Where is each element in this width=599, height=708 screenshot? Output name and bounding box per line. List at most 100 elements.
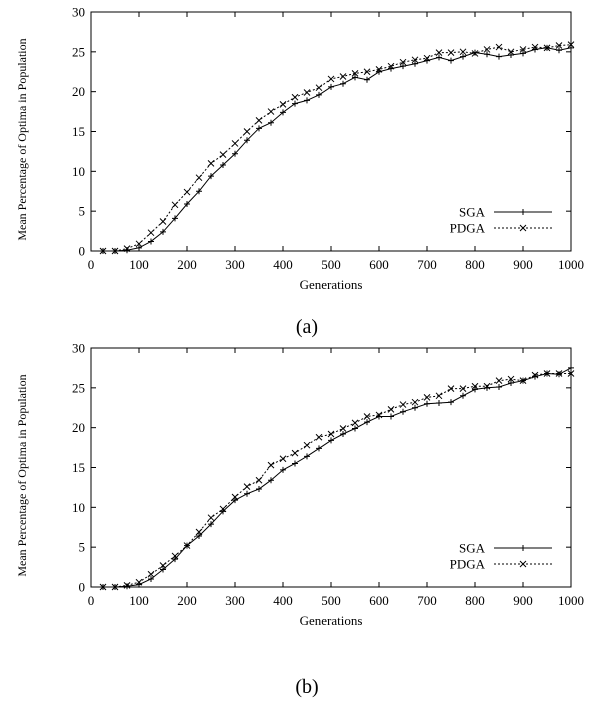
data-point-sga (184, 200, 190, 207)
data-point-pdga (555, 42, 563, 49)
data-point-sga (484, 51, 490, 58)
data-point-sga (268, 119, 274, 126)
figure-caption: (b) (295, 676, 318, 698)
data-point-pdga (483, 382, 491, 390)
x-tick-label: 400 (273, 593, 293, 608)
data-point-sga (304, 97, 310, 104)
x-tick-label: 300 (225, 257, 245, 272)
x-tick-label: 700 (417, 257, 437, 272)
data-point-pdga (291, 449, 299, 457)
data-point-sga (220, 161, 226, 168)
data-point-sga (208, 521, 214, 528)
data-point-sga (196, 533, 202, 540)
legend-marker-pdga (519, 224, 527, 232)
data-point-pdga (111, 247, 119, 255)
x-tick-label: 400 (273, 257, 293, 272)
data-point-pdga (123, 582, 131, 589)
series-line-sga (103, 367, 572, 588)
y-tick-label: 5 (79, 204, 86, 219)
plot-frame (90, 347, 572, 588)
data-point-sga (232, 497, 238, 504)
data-point-sga (328, 83, 334, 90)
x-tick-label: 100 (129, 257, 149, 272)
data-point-pdga (519, 377, 527, 385)
data-point-pdga (291, 93, 299, 101)
data-point-pdga (387, 62, 395, 70)
y-tick-label: 20 (72, 420, 85, 435)
x-tick-label: 500 (321, 257, 341, 272)
data-point-sga (436, 399, 442, 406)
data-point-pdga (159, 218, 167, 225)
x-tick-label: 0 (88, 257, 95, 272)
data-point-sga (568, 364, 574, 371)
data-point-pdga (351, 69, 359, 77)
data-point-pdga (243, 483, 251, 490)
legend-label-sga: SGA (459, 205, 486, 220)
data-point-sga (196, 188, 202, 195)
legend-label-pdga: PDGA (450, 221, 486, 236)
data-point-pdga (303, 441, 311, 449)
y-tick-label: 25 (72, 44, 85, 59)
y-tick-label: 0 (79, 580, 86, 595)
data-point-sga (208, 173, 214, 180)
data-point-pdga (375, 66, 383, 73)
data-point-sga (412, 60, 418, 67)
data-point-sga (460, 53, 466, 60)
data-point-pdga (279, 101, 287, 108)
y-tick-label: 25 (72, 380, 85, 395)
data-point-pdga (411, 398, 419, 406)
data-point-pdga (435, 49, 443, 56)
data-point-pdga (507, 375, 515, 383)
data-point-sga (256, 125, 262, 132)
data-point-pdga (159, 562, 167, 569)
data-point-sga (256, 486, 262, 493)
y-tick-label: 0 (79, 244, 86, 259)
series-line-pdga (103, 373, 571, 588)
x-tick-label: 900 (513, 257, 533, 272)
data-point-pdga (183, 188, 191, 196)
data-point-pdga (327, 75, 335, 83)
data-point-sga (568, 44, 574, 51)
data-point-pdga (267, 461, 275, 469)
data-point-sga (268, 477, 274, 484)
data-point-sga (148, 576, 154, 583)
data-point-sga (508, 52, 514, 59)
data-point-pdga (207, 160, 215, 167)
data-point-pdga (399, 58, 407, 66)
x-tick-label: 1000 (558, 257, 584, 272)
data-point-sga (292, 460, 298, 467)
data-point-pdga (99, 583, 107, 591)
x-axis-label: Generations (300, 277, 363, 292)
y-tick-label: 20 (72, 84, 85, 99)
data-point-sga (448, 57, 454, 64)
y-tick-label: 5 (79, 540, 86, 555)
data-point-sga (388, 413, 394, 420)
data-point-sga (340, 431, 346, 438)
data-point-pdga (495, 377, 503, 385)
x-tick-label: 100 (129, 593, 149, 608)
data-point-pdga (195, 528, 203, 536)
data-point-pdga (147, 229, 155, 237)
data-point-pdga (111, 583, 119, 591)
x-tick-label: 700 (417, 593, 437, 608)
data-point-pdga (207, 514, 215, 522)
data-point-pdga (339, 425, 347, 432)
data-point-sga (352, 425, 358, 432)
data-point-sga (460, 392, 466, 399)
data-point-sga (496, 53, 502, 60)
x-tick-label: 200 (177, 593, 197, 608)
data-point-pdga (459, 48, 467, 56)
data-point-pdga (231, 493, 239, 501)
x-tick-label: 900 (513, 593, 533, 608)
data-point-pdga (387, 405, 395, 413)
plot-frame (90, 11, 572, 252)
data-point-pdga (231, 140, 239, 147)
data-point-pdga (543, 44, 551, 52)
data-point-sga (412, 404, 418, 411)
data-point-pdga (267, 108, 275, 115)
data-point-pdga (219, 151, 227, 158)
data-point-sga (400, 408, 406, 415)
x-tick-label: 500 (321, 593, 341, 608)
y-tick-label: 10 (72, 500, 85, 515)
